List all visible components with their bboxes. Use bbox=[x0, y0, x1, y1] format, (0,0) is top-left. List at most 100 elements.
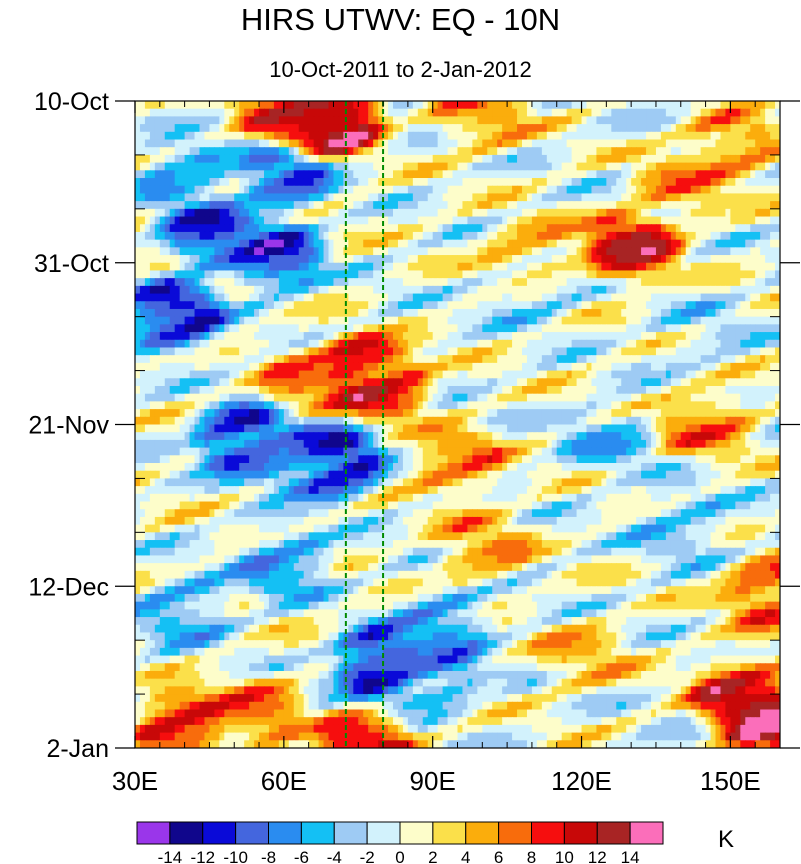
field-cell bbox=[298, 108, 305, 117]
field-cell bbox=[631, 216, 637, 225]
field-cell bbox=[244, 224, 250, 233]
field-cell bbox=[492, 339, 498, 349]
field-cell bbox=[512, 285, 518, 295]
field-cell bbox=[308, 270, 315, 279]
field-cell bbox=[268, 201, 275, 210]
field-cell bbox=[373, 278, 379, 287]
field-cell bbox=[348, 347, 354, 356]
field-cell bbox=[626, 124, 632, 133]
field-cell bbox=[765, 231, 771, 241]
field-cell bbox=[551, 224, 558, 233]
field-cell bbox=[164, 116, 171, 125]
field-cell bbox=[670, 208, 677, 218]
field-cell bbox=[556, 162, 563, 171]
field-cell bbox=[452, 124, 459, 133]
field-cell bbox=[720, 224, 727, 233]
field-cell bbox=[581, 239, 588, 248]
field-cell bbox=[244, 393, 250, 402]
field-cell bbox=[522, 347, 528, 356]
field-cell bbox=[169, 131, 176, 141]
field-cell bbox=[526, 231, 533, 241]
field-cell bbox=[670, 255, 677, 264]
field-cell bbox=[139, 293, 146, 302]
field-cell bbox=[750, 308, 756, 318]
field-cell bbox=[556, 124, 563, 133]
field-cell bbox=[422, 185, 429, 195]
field-cell bbox=[244, 231, 250, 241]
field-cell bbox=[427, 231, 434, 241]
field-cell bbox=[422, 316, 429, 325]
field-cell bbox=[368, 185, 374, 195]
field-cell bbox=[378, 154, 384, 164]
field-cell bbox=[348, 239, 354, 248]
field-cell bbox=[452, 193, 459, 202]
field-cell bbox=[343, 278, 349, 287]
field-cell bbox=[546, 170, 553, 179]
field-cell bbox=[303, 316, 310, 325]
field-cell bbox=[353, 285, 359, 295]
field-cell bbox=[308, 116, 315, 125]
field-cell bbox=[760, 108, 766, 117]
field-cell bbox=[665, 201, 672, 210]
field-cell bbox=[373, 201, 379, 210]
field-cell bbox=[750, 332, 756, 341]
field-cell bbox=[273, 332, 280, 341]
field-cell bbox=[412, 324, 419, 333]
field-cell bbox=[412, 162, 419, 171]
field-cell bbox=[303, 262, 310, 272]
field-cell bbox=[497, 224, 503, 233]
field-cell bbox=[665, 370, 672, 379]
field-cell bbox=[239, 324, 245, 333]
field-cell bbox=[437, 347, 444, 356]
field-cell bbox=[675, 278, 682, 287]
field-cell bbox=[735, 193, 741, 202]
field-cell bbox=[467, 154, 473, 164]
field-cell bbox=[566, 239, 573, 248]
field-cell bbox=[660, 224, 667, 233]
field-cell bbox=[447, 131, 454, 141]
field-cell bbox=[254, 378, 260, 387]
field-cell bbox=[502, 347, 508, 356]
field-cell bbox=[139, 170, 146, 179]
field-cell bbox=[586, 285, 593, 295]
field-cell bbox=[164, 347, 171, 356]
field-cell bbox=[368, 255, 374, 264]
field-cell bbox=[735, 108, 741, 117]
field-cell bbox=[755, 193, 761, 202]
field-cell bbox=[179, 139, 186, 148]
field-cell bbox=[526, 247, 533, 256]
field-cell bbox=[283, 178, 290, 187]
field-cell bbox=[566, 355, 573, 364]
field-cell bbox=[259, 301, 265, 310]
field-cell bbox=[298, 308, 305, 318]
field-cell bbox=[249, 216, 255, 225]
field-cell bbox=[477, 270, 483, 279]
field-cell bbox=[710, 124, 717, 133]
field-cell bbox=[149, 332, 156, 341]
field-cell bbox=[393, 178, 399, 187]
field-cell bbox=[517, 270, 523, 279]
field-cell bbox=[631, 347, 637, 356]
field-cell bbox=[363, 247, 369, 256]
field-cell bbox=[660, 139, 667, 148]
field-cell bbox=[184, 324, 191, 333]
field-cell bbox=[680, 278, 687, 287]
field-cell bbox=[497, 362, 503, 372]
field-cell bbox=[169, 154, 176, 164]
field-cell bbox=[710, 147, 717, 156]
field-cell bbox=[412, 285, 419, 295]
field-cell bbox=[447, 262, 454, 272]
field-cell bbox=[234, 378, 240, 387]
field-cell bbox=[169, 162, 176, 171]
field-cell bbox=[214, 185, 220, 195]
field-cell bbox=[477, 347, 483, 356]
field-cell bbox=[497, 262, 503, 272]
field-cell bbox=[695, 270, 702, 279]
field-cell bbox=[353, 154, 359, 164]
field-cell bbox=[507, 278, 513, 287]
field-cell bbox=[626, 208, 632, 218]
field-cell bbox=[765, 208, 771, 218]
field-cell bbox=[675, 378, 682, 387]
field-cell bbox=[487, 308, 493, 318]
field-cell bbox=[695, 193, 702, 202]
